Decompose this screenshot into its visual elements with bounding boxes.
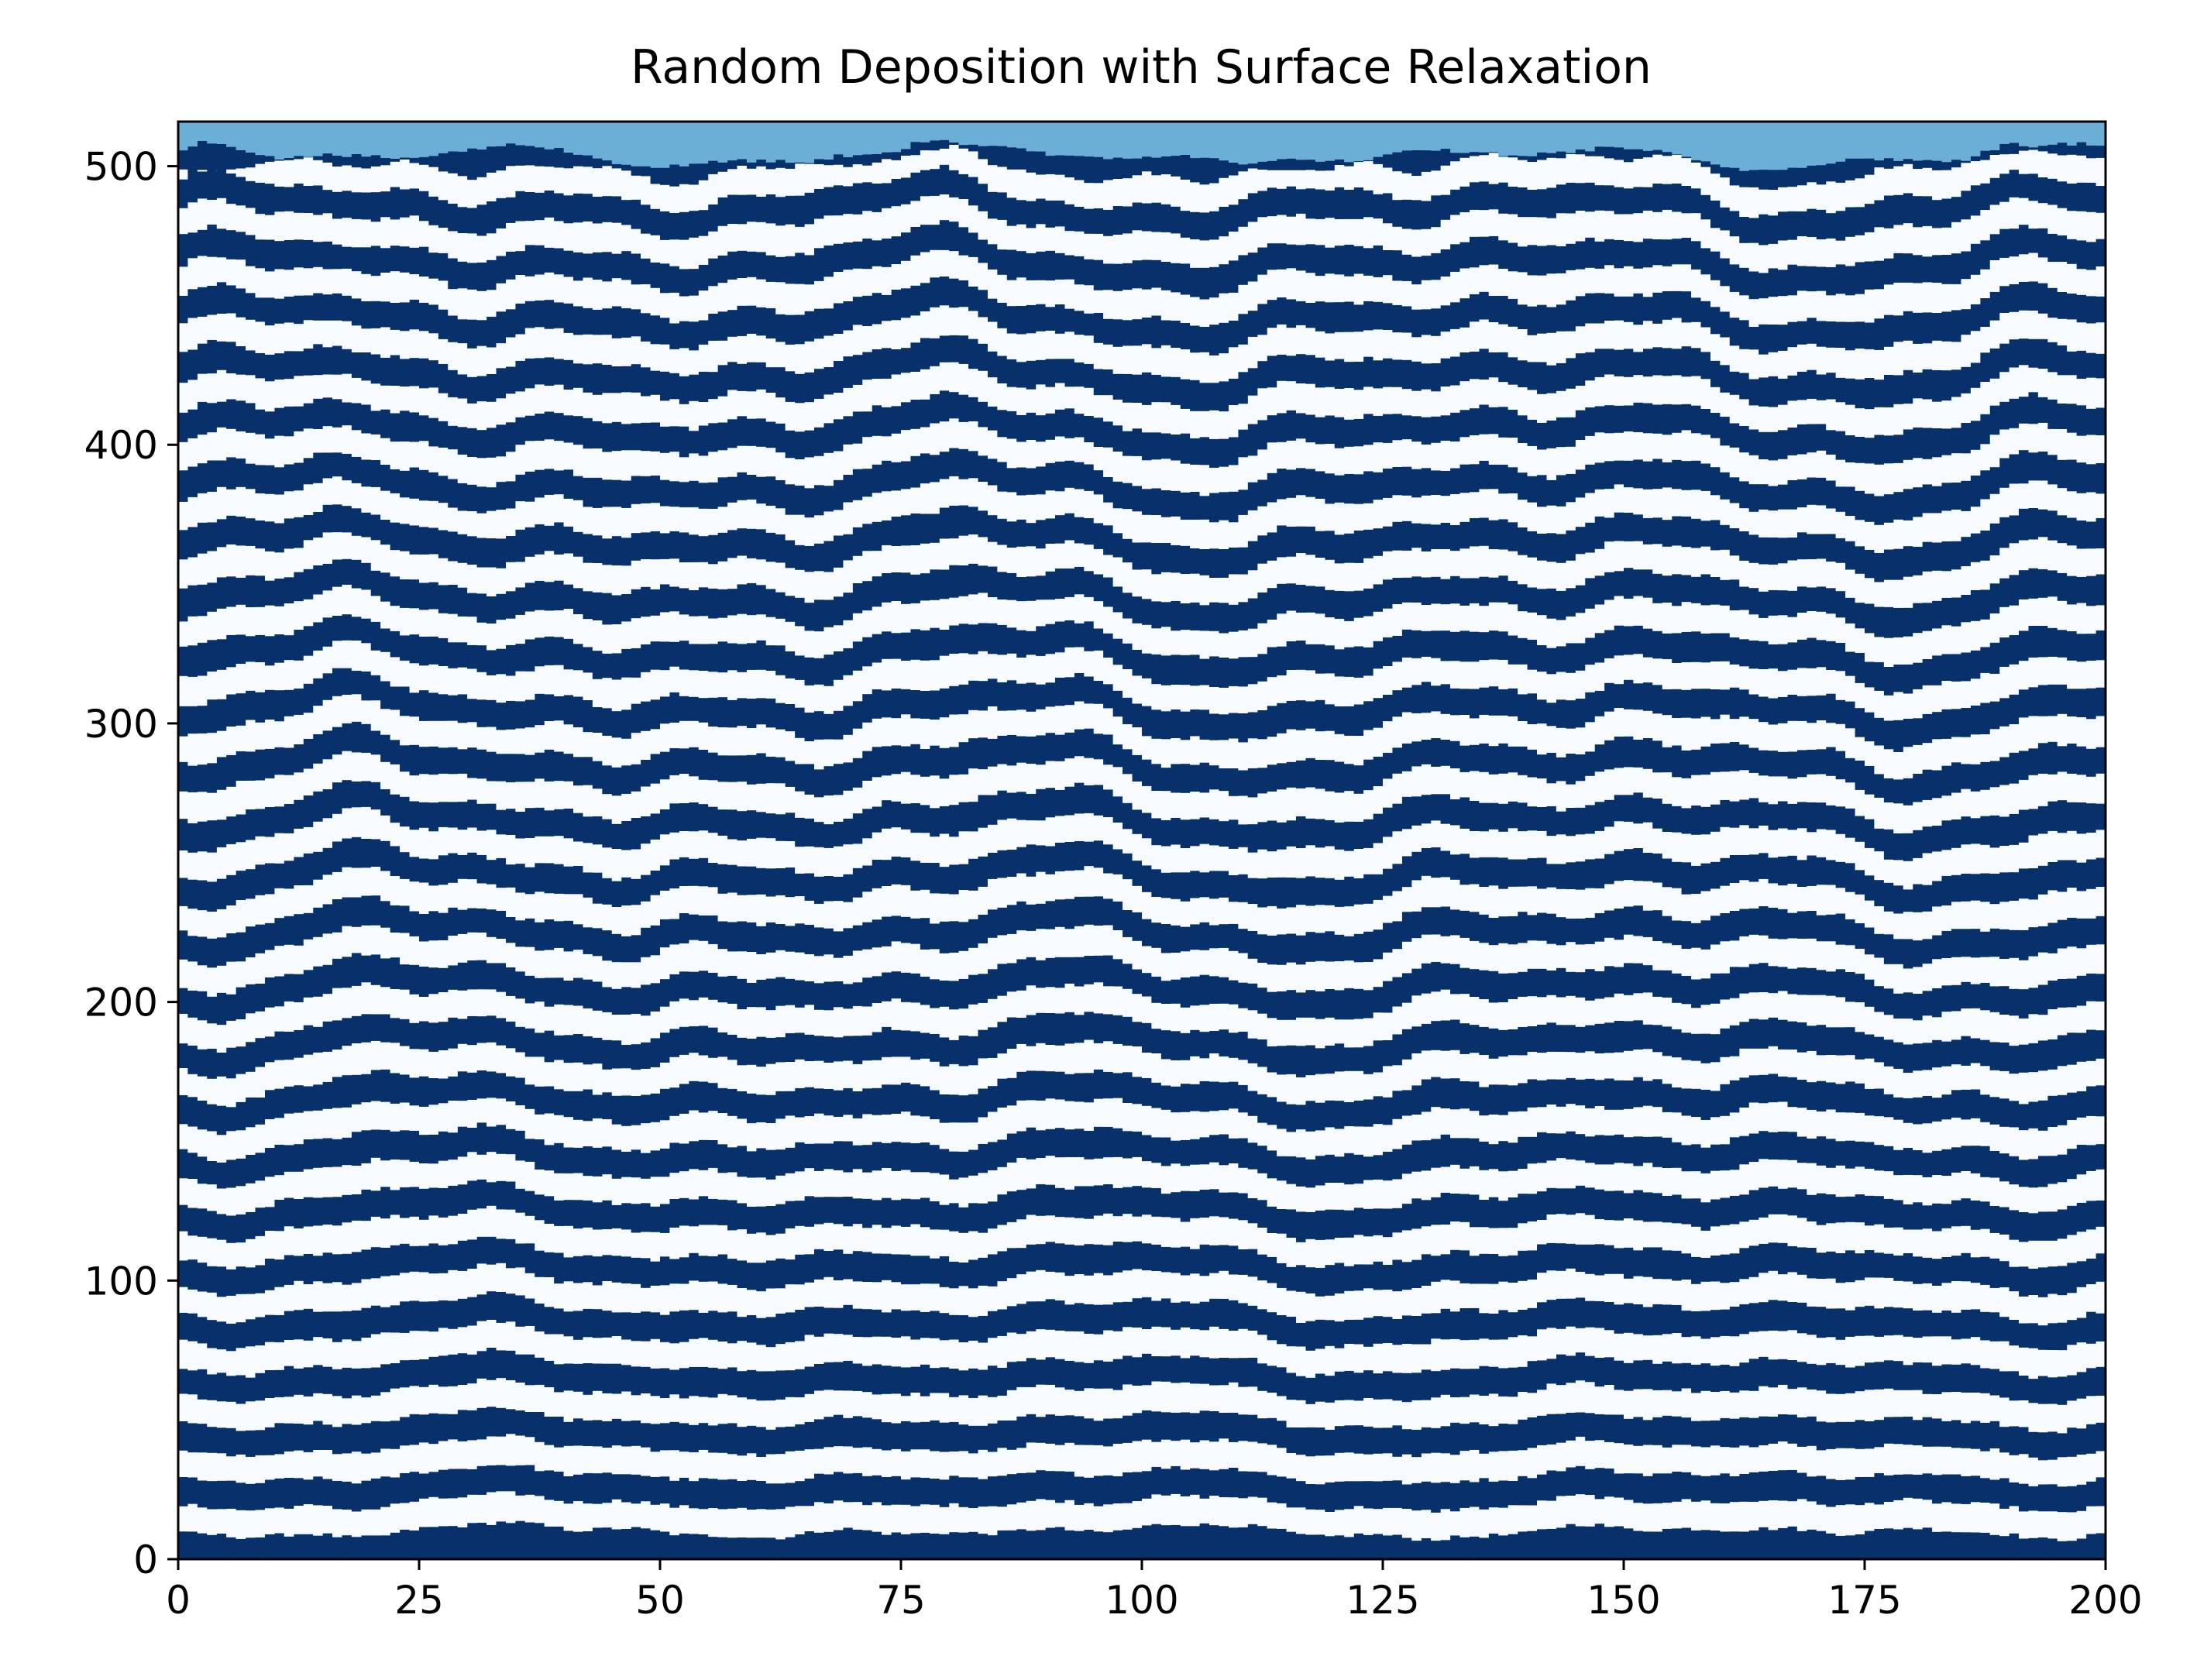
plot-area	[178, 122, 2106, 1559]
deposition-band	[178, 953, 2106, 1026]
deposition-band	[178, 837, 2106, 914]
y-axis: 0 100 200 300 400 500	[84, 145, 178, 1582]
x-axis: 0 25 50 75 100 125 150 175 200	[166, 1559, 2143, 1623]
deposition-band	[178, 806, 2106, 890]
x-tick-label: 25	[394, 1578, 444, 1623]
deposition-band	[178, 194, 2106, 273]
y-tick-label: 100	[84, 1259, 158, 1304]
deposition-band	[178, 1152, 2106, 1216]
deposition-band	[178, 982, 2106, 1053]
deposition-band	[178, 721, 2106, 806]
deposition-band	[178, 694, 2106, 780]
x-tick-label: 75	[876, 1578, 926, 1623]
deposition-band	[178, 220, 2106, 300]
y-tick-label: 300	[84, 702, 158, 747]
deposition-band	[178, 640, 2106, 721]
y-tick-label: 200	[84, 981, 158, 1026]
deposition-band	[178, 1179, 2106, 1243]
deposition-band	[178, 362, 2106, 439]
deposition-band	[178, 164, 2106, 246]
deposition-band	[178, 1122, 2106, 1189]
deposition-band	[178, 532, 2106, 608]
x-tick-label: 200	[2068, 1578, 2142, 1623]
y-tick-label: 500	[84, 145, 158, 190]
deposition-band	[178, 277, 2106, 356]
deposition-band	[178, 1434, 2106, 1487]
deposition-band	[178, 139, 2106, 218]
x-tick-label: 50	[635, 1578, 685, 1623]
chart-title: Random Deposition with Surface Relaxatio…	[631, 40, 1652, 94]
deposition-band	[178, 866, 2106, 941]
deposition-band	[178, 1069, 2106, 1135]
deposition-band	[178, 1320, 2106, 1379]
deposition-band	[178, 895, 2106, 969]
deposition-band	[178, 1039, 2106, 1108]
deposition-band	[178, 139, 2106, 190]
deposition-band	[178, 1407, 2106, 1461]
x-tick-label: 175	[1827, 1578, 1901, 1623]
deposition-band	[178, 780, 2106, 861]
y-tick-label: 400	[84, 423, 158, 468]
deposition-band	[178, 751, 2106, 833]
x-tick-label: 0	[166, 1578, 191, 1623]
deposition-band	[178, 614, 2106, 696]
x-tick-label: 125	[1346, 1578, 1419, 1623]
deposition-band	[178, 1012, 2106, 1079]
deposition-band	[178, 1236, 2106, 1297]
deposition-band	[178, 924, 2106, 997]
deposition-band	[178, 584, 2106, 667]
deposition-band	[178, 1378, 2106, 1434]
deposition-band	[178, 1263, 2106, 1326]
deposition-band	[178, 1291, 2106, 1352]
x-tick-label: 150	[1587, 1578, 1660, 1623]
y-tick-label: 0	[133, 1537, 158, 1582]
x-tick-label: 100	[1105, 1578, 1178, 1623]
deposition-band	[178, 504, 2106, 582]
deposition-band	[178, 668, 2106, 752]
deposition-band	[178, 1098, 2106, 1163]
deposition-band	[178, 1205, 2106, 1269]
